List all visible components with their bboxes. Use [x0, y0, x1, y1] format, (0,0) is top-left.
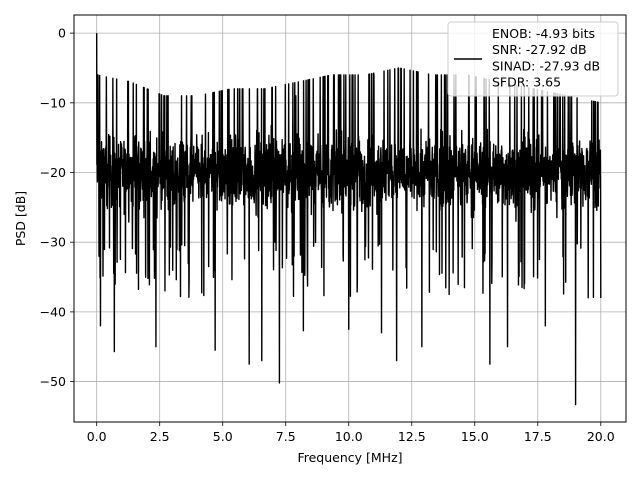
plot-area-frame [73, 14, 627, 423]
y-axis-ticks: 0 −10 −20 −30 −40 −50 [40, 26, 74, 389]
x-tick-label: 12.5 [398, 429, 426, 444]
x-tick-label: 15.0 [461, 429, 489, 444]
y-tick-label: 0 [58, 26, 66, 41]
y-tick-label: −30 [40, 235, 66, 250]
x-axis-ticks: 0.0 2.5 5.0 7.5 10.0 12.5 15.0 17.5 20.0 [87, 422, 615, 444]
legend-entry-line: SNR: -27.92 dB [492, 42, 587, 57]
y-tick-label: −40 [40, 304, 66, 319]
y-tick-label: −20 [40, 165, 66, 180]
legend-box [447, 21, 619, 97]
series-psd [95, 33, 602, 406]
legend-entry-line: ENOB: -4.93 bits [492, 26, 595, 41]
x-tick-label: 20.0 [587, 429, 615, 444]
x-tick-label: 0.0 [87, 429, 107, 444]
legend-entry-line: SINAD: -27.93 dB [492, 58, 600, 73]
x-axis-label: Frequency [MHz] [297, 450, 402, 465]
x-tick-label: 17.5 [524, 429, 552, 444]
x-tick-label: 10.0 [335, 429, 363, 444]
x-tick-label: 2.5 [150, 429, 170, 444]
y-axis-label: PSD [dB] [13, 191, 28, 246]
y-tick-label: −50 [40, 374, 66, 389]
x-tick-label: 5.0 [213, 429, 233, 444]
legend-entry-line: SFDR: 3.65 [492, 75, 561, 90]
psd-line [95, 33, 602, 406]
x-tick-label: 7.5 [276, 429, 296, 444]
y-tick-label: −10 [40, 95, 66, 110]
